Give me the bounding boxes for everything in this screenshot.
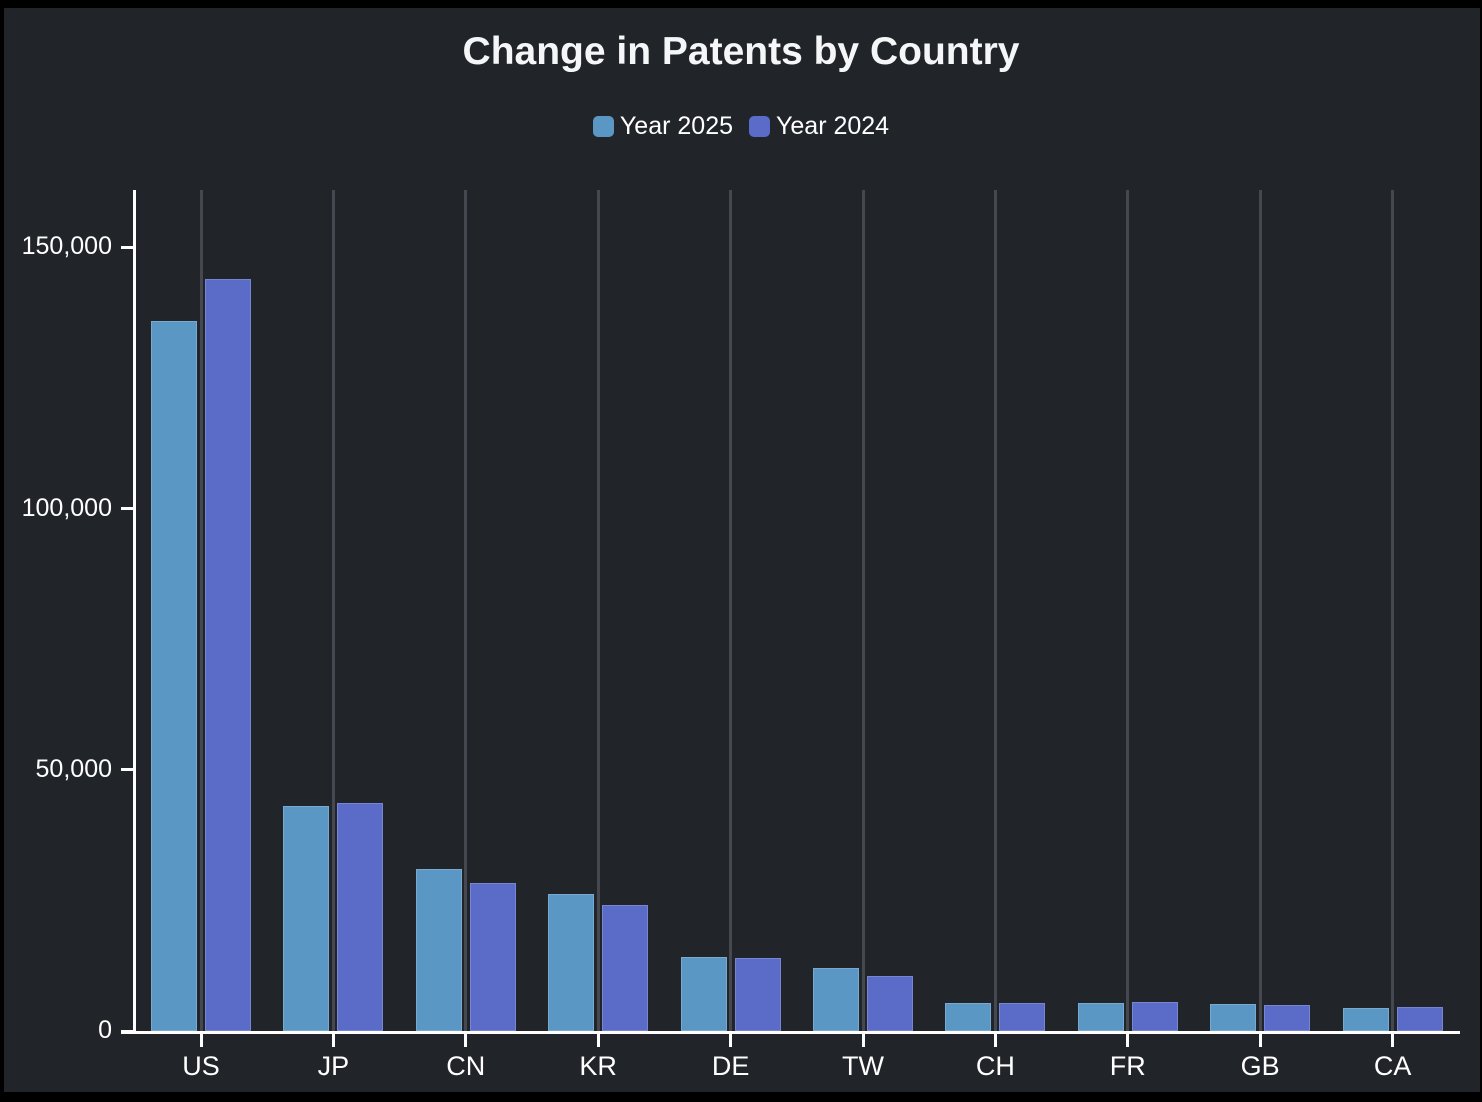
x-axis-label-ca: CA xyxy=(1373,1051,1412,1081)
bar-kr-year-2024[interactable] xyxy=(602,904,649,1031)
bar-us-year-2025[interactable] xyxy=(151,320,197,1031)
y-axis-tick-label: 50,000 xyxy=(35,754,112,783)
x-axis-label-tw: TW xyxy=(842,1051,884,1081)
bar-tw-year-2024[interactable] xyxy=(867,975,913,1031)
bar-de-year-2025[interactable] xyxy=(680,957,727,1031)
x-axis-label-us: US xyxy=(182,1051,220,1081)
legend-swatch-year-2025 xyxy=(592,116,614,137)
gridline-kr xyxy=(596,190,600,1031)
bar-fr-year-2025[interactable] xyxy=(1077,1002,1124,1031)
bar-ca-year-2024[interactable] xyxy=(1396,1006,1443,1031)
x-axis-tick-de xyxy=(729,1034,733,1047)
x-axis-tick-fr xyxy=(1126,1034,1130,1047)
legend: Year 2025 Year 2024 xyxy=(0,114,1482,139)
y-axis-tick xyxy=(121,768,133,772)
x-axis-line xyxy=(121,1031,1460,1034)
y-axis-tick-label: 150,000 xyxy=(21,232,112,261)
x-axis-label-ch: CH xyxy=(975,1051,1015,1081)
x-axis-label-kr: KR xyxy=(579,1051,617,1081)
y-axis-tick-label: 100,000 xyxy=(21,493,112,522)
bar-jp-year-2024[interactable] xyxy=(337,803,384,1031)
x-axis-tick-jp xyxy=(331,1034,335,1047)
gridline-gb xyxy=(1258,190,1262,1031)
bar-cn-year-2024[interactable] xyxy=(469,882,516,1031)
chart-title: Change in Patents by Country xyxy=(462,30,1020,73)
legend-label-year-2025: Year 2025 xyxy=(619,112,733,140)
bar-kr-year-2025[interactable] xyxy=(548,893,595,1031)
x-axis-label-fr: FR xyxy=(1109,1051,1146,1081)
x-axis-tick-ca xyxy=(1391,1034,1395,1047)
x-axis-tick-us xyxy=(199,1034,203,1047)
x-axis-tick-cn xyxy=(464,1034,468,1047)
gridline-tw xyxy=(861,190,865,1031)
gridline-de xyxy=(729,190,733,1031)
y-axis-tick xyxy=(121,507,133,511)
x-axis-tick-tw xyxy=(861,1034,865,1047)
y-axis-line xyxy=(133,190,136,1034)
bar-ch-year-2024[interactable] xyxy=(999,1003,1046,1031)
gridline-fr xyxy=(1126,190,1130,1031)
bar-ch-year-2025[interactable] xyxy=(945,1002,992,1031)
x-axis-tick-kr xyxy=(596,1034,600,1047)
y-axis-tick-label: 0 xyxy=(98,1016,112,1044)
bar-de-year-2024[interactable] xyxy=(734,957,781,1031)
bar-jp-year-2025[interactable] xyxy=(283,805,330,1031)
gridline-cn xyxy=(464,190,468,1031)
bar-us-year-2024[interactable] xyxy=(205,278,251,1031)
gridline-ca xyxy=(1391,190,1395,1031)
bar-fr-year-2024[interactable] xyxy=(1131,1001,1178,1031)
legend-item-year-2025[interactable]: Year 2025 xyxy=(592,112,733,140)
gridline-jp xyxy=(331,190,335,1031)
gridline-ch xyxy=(993,190,997,1031)
x-axis-label-jp: JP xyxy=(317,1051,350,1081)
x-axis-tick-ch xyxy=(993,1034,997,1047)
bar-ca-year-2025[interactable] xyxy=(1342,1008,1389,1031)
bar-cn-year-2025[interactable] xyxy=(415,869,462,1031)
x-axis-tick-gb xyxy=(1258,1034,1262,1047)
legend-label-year-2024: Year 2024 xyxy=(776,112,890,140)
legend-swatch-year-2024 xyxy=(749,116,770,137)
bar-gb-year-2025[interactable] xyxy=(1210,1003,1257,1031)
bar-gb-year-2024[interactable] xyxy=(1264,1005,1311,1031)
x-axis-label-de: DE xyxy=(711,1051,750,1081)
x-axis-label-gb: GB xyxy=(1240,1051,1280,1081)
legend-item-year-2024[interactable]: Year 2024 xyxy=(749,114,889,139)
gridline-us xyxy=(199,190,203,1031)
y-axis-tick xyxy=(121,245,133,249)
x-axis-label-cn: CN xyxy=(446,1051,486,1081)
bar-tw-year-2025[interactable] xyxy=(813,968,859,1031)
